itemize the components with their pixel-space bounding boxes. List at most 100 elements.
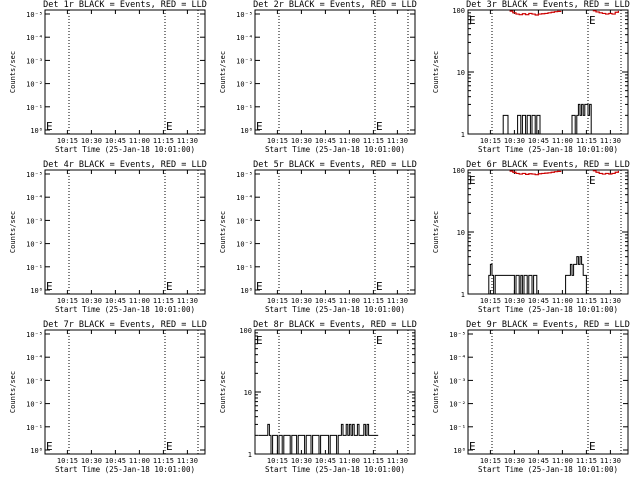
y-tick-label: 10 xyxy=(457,229,465,237)
y-tick-label: 10⁻² xyxy=(449,401,466,409)
x-tick-label: 10:45 xyxy=(105,457,126,465)
chart-title: Det 2r BLACK = Events, RED = LLD xyxy=(253,0,417,10)
y-tick-label: 10⁻⁵ xyxy=(449,331,466,339)
y-tick-label: 10⁰ xyxy=(240,127,253,135)
x-tick-label: 10:30 xyxy=(81,457,102,465)
e-marker-label: E xyxy=(589,440,596,453)
e-marker-label: E xyxy=(589,14,596,27)
y-tick-label: 10⁻⁴ xyxy=(236,34,253,42)
y-tick-label: 10⁻² xyxy=(236,81,253,89)
x-tick-label: 11:15 xyxy=(363,457,384,465)
x-tick-label: 11:30 xyxy=(177,457,198,465)
e-marker-label: E xyxy=(376,334,383,347)
data-series-2 xyxy=(509,10,562,16)
y-tick-label: 10⁻¹ xyxy=(449,424,466,432)
x-tick-label: 11:00 xyxy=(339,137,360,145)
y-tick-label: 1 xyxy=(248,451,252,459)
y-tick-label: 10⁰ xyxy=(453,447,466,455)
x-tick-label: 10:45 xyxy=(528,457,549,465)
y-axis-label: Counts/sec xyxy=(219,371,227,413)
x-tick-label: 11:15 xyxy=(153,457,174,465)
e-marker-label: E xyxy=(376,280,383,293)
e-marker-label: E xyxy=(46,120,53,133)
plot-frame xyxy=(44,169,206,295)
chart-title: Det 4r BLACK = Events, RED = LLD xyxy=(43,160,207,170)
x-tick-label: 10:15 xyxy=(57,457,78,465)
x-tick-label: 10:15 xyxy=(267,137,288,145)
data-series-1 xyxy=(500,103,592,135)
e-marker-label: E xyxy=(469,14,476,27)
y-tick-label: 10⁰ xyxy=(30,127,43,135)
x-tick-label: 11:15 xyxy=(153,297,174,305)
y-tick-label: 10⁻¹ xyxy=(236,104,253,112)
y-tick-label: 10⁻³ xyxy=(236,57,253,65)
data-series-1 xyxy=(258,423,379,455)
chart-title: Det 6r BLACK = Events, RED = LLD xyxy=(466,160,630,170)
x-tick-label: 10:15 xyxy=(480,457,501,465)
plot-frame xyxy=(467,329,629,455)
x-tick-label: 11:00 xyxy=(339,297,360,305)
y-tick-label: 10 xyxy=(244,389,252,397)
e-marker-label: E xyxy=(166,440,173,453)
x-tick-label: 11:15 xyxy=(576,297,597,305)
y-tick-label: 10⁻³ xyxy=(26,217,43,225)
x-tick-label: 11:30 xyxy=(600,297,621,305)
y-tick-label: 10⁻⁵ xyxy=(26,171,43,179)
x-axis-label: Start Time (25-Jan-18 10:01:00) xyxy=(478,465,618,474)
y-tick-label: 10⁻⁵ xyxy=(236,11,253,19)
x-tick-label: 11:30 xyxy=(387,457,408,465)
x-tick-label: 11:30 xyxy=(177,297,198,305)
y-tick-label: 10⁻² xyxy=(236,241,253,249)
y-tick-label: 10⁻² xyxy=(26,401,43,409)
x-axis-label: Start Time (25-Jan-18 10:01:00) xyxy=(55,305,195,314)
x-tick-label: 11:15 xyxy=(576,457,597,465)
x-tick-label: 11:30 xyxy=(177,137,198,145)
y-tick-label: 10⁻¹ xyxy=(236,264,253,272)
x-tick-label: 10:45 xyxy=(315,457,336,465)
e-marker-label: E xyxy=(589,174,596,187)
x-tick-label: 10:45 xyxy=(105,297,126,305)
e-marker-label: E xyxy=(469,174,476,187)
y-tick-label: 10⁰ xyxy=(30,287,43,295)
x-tick-label: 10:45 xyxy=(528,297,549,305)
x-axis-label: Start Time (25-Jan-18 10:01:00) xyxy=(478,305,618,314)
y-tick-label: 10⁻³ xyxy=(26,377,43,385)
x-tick-label: 11:15 xyxy=(363,137,384,145)
plot-frame xyxy=(44,9,206,135)
y-tick-label: 10⁰ xyxy=(30,447,43,455)
plot-frame xyxy=(254,169,416,295)
x-axis-label: Start Time (25-Jan-18 10:01:00) xyxy=(265,465,405,474)
x-axis-label: Start Time (25-Jan-18 10:01:00) xyxy=(478,145,618,154)
e-marker-label: E xyxy=(46,280,53,293)
y-axis-label: Counts/sec xyxy=(219,51,227,93)
e-marker-label: E xyxy=(46,440,53,453)
y-axis-label: Counts/sec xyxy=(432,211,440,253)
x-tick-label: 10:15 xyxy=(57,297,78,305)
x-tick-label: 10:30 xyxy=(291,137,312,145)
y-tick-label: 10⁰ xyxy=(240,287,253,295)
y-tick-label: 10⁻⁴ xyxy=(26,354,43,362)
chart-title: Det 8r BLACK = Events, RED = LLD xyxy=(253,320,417,330)
x-tick-label: 11:15 xyxy=(363,297,384,305)
y-tick-label: 10⁻⁴ xyxy=(449,354,466,362)
y-tick-label: 10⁻⁵ xyxy=(26,331,43,339)
x-tick-label: 11:00 xyxy=(552,297,573,305)
x-tick-label: 11:30 xyxy=(600,457,621,465)
x-tick-label: 10:30 xyxy=(504,457,525,465)
y-axis-label: Counts/sec xyxy=(9,211,17,253)
x-tick-label: 10:45 xyxy=(315,137,336,145)
y-tick-label: 100 xyxy=(452,167,465,175)
y-tick-label: 100 xyxy=(239,327,252,335)
data-series-3 xyxy=(592,10,619,15)
data-series-3 xyxy=(592,170,619,175)
y-tick-label: 10⁻⁴ xyxy=(26,34,43,42)
x-tick-label: 11:30 xyxy=(600,137,621,145)
x-tick-label: 10:45 xyxy=(105,137,126,145)
y-tick-label: 1 xyxy=(461,131,465,139)
